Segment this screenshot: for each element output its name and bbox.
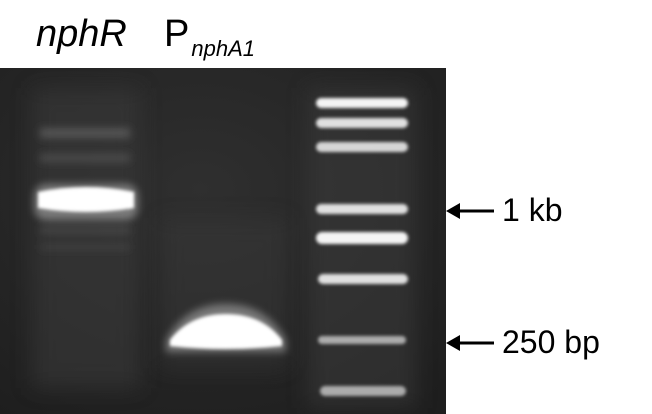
band-core [170, 314, 282, 349]
ladder-band [318, 336, 406, 344]
ladder-band [318, 274, 408, 284]
ladder-band [316, 142, 408, 152]
ladder-band [320, 386, 406, 396]
ladder-band [316, 118, 408, 128]
ladder-band [316, 232, 408, 244]
lane-label-promoter-text: P [164, 13, 190, 55]
lane-label-nphR-text: nphR [36, 13, 127, 55]
ladder-smear [308, 88, 416, 408]
faint-band [40, 244, 130, 250]
faint-band [40, 128, 130, 138]
lane-label-promoter-subscript: nphA1 [191, 36, 255, 61]
left-arrow-icon [446, 335, 494, 351]
lane2-band [166, 304, 286, 352]
lane-label-promoter: PnphA1 [164, 12, 255, 61]
ladder-band [316, 204, 408, 214]
marker-1kb: 1 kb [446, 192, 652, 228]
left-arrow-icon [446, 203, 494, 219]
ladder-bands [316, 98, 408, 396]
lane-label-nphR: nphR [36, 12, 127, 56]
marker-label-1kb: 1 kb [502, 192, 563, 228]
faint-band [40, 154, 130, 162]
gel-image [0, 68, 446, 414]
lane1-main-band [34, 184, 138, 220]
marker-label-250bp: 250 bp [502, 324, 600, 360]
faint-band [40, 226, 130, 234]
band-core [38, 187, 134, 212]
lane1-faint-bands [40, 128, 130, 250]
marker-250bp: 250 bp [446, 324, 652, 360]
ladder-band [316, 98, 408, 108]
